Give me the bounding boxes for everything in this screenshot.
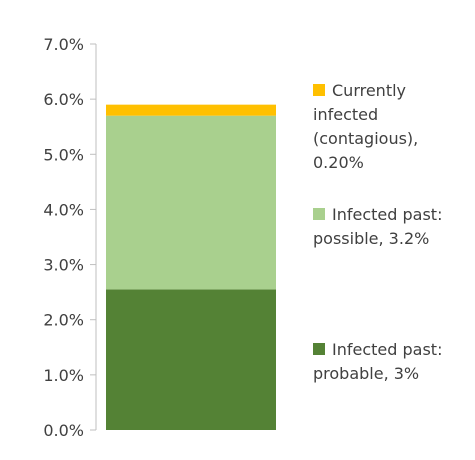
bar-segment-2: [106, 104, 276, 116]
y-tick-label: 4.0%: [43, 200, 84, 219]
y-tick-label: 7.0%: [43, 35, 84, 54]
y-tick-label: 5.0%: [43, 145, 84, 164]
y-tick-label: 3.0%: [43, 256, 84, 275]
legend-label: (contagious),: [313, 129, 418, 148]
legend-label: Infected past:: [332, 205, 442, 224]
legend-swatch: [313, 343, 325, 355]
legend-item-1: Infected past: possible, 3.2%: [313, 205, 442, 248]
legend-swatch: [313, 208, 325, 220]
bar-stack: [106, 104, 276, 430]
y-tick-label: 2.0%: [43, 311, 84, 330]
y-axis: 0.0% 1.0% 2.0% 3.0% 4.0% 5.0% 6.0% 7.0%: [43, 35, 97, 440]
legend: Currently infected (contagious), 0.20% Infec…: [313, 81, 442, 383]
bar-segment-1: [106, 115, 276, 290]
legend-label: possible, 3.2%: [313, 229, 429, 248]
y-tick-label: 6.0%: [43, 90, 84, 109]
legend-label: Infected past:: [332, 340, 442, 359]
legend-label: infected: [313, 105, 378, 124]
legend-swatch: [313, 84, 325, 96]
legend-item-2: Currently infected (contagious), 0.20%: [313, 81, 418, 172]
y-tick-label: 0.0%: [43, 421, 84, 440]
legend-label: probable, 3%: [313, 364, 419, 383]
legend-label: 0.20%: [313, 153, 364, 172]
y-tick-label: 1.0%: [43, 366, 84, 385]
legend-label: Currently: [332, 81, 406, 100]
bar-segment-0: [106, 289, 276, 430]
legend-item-0: Infected past: probable, 3%: [313, 340, 442, 383]
